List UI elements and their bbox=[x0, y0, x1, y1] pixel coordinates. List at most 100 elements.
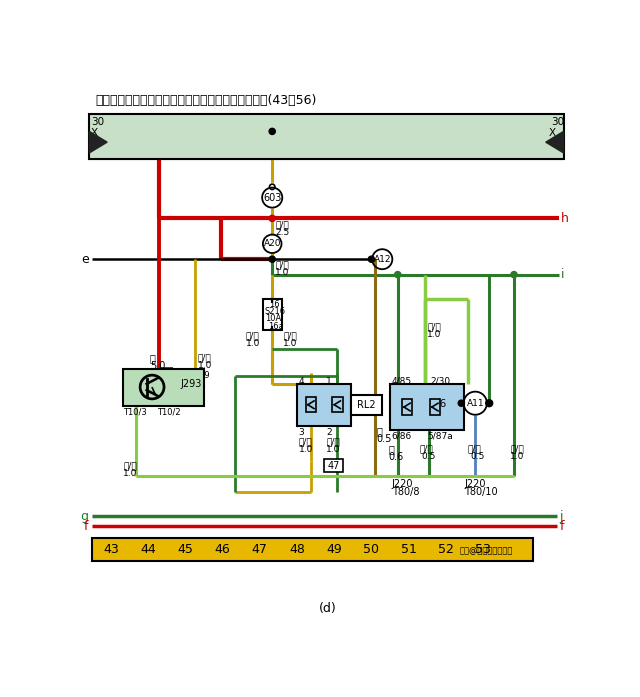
Text: 散热风扇控制器、压缩机切断继电器、空调组合开关(43～56): 散热风扇控制器、压缩机切断继电器、空调组合开关(43～56) bbox=[95, 94, 317, 107]
Text: 44: 44 bbox=[140, 543, 156, 556]
Text: 绿/黄: 绿/黄 bbox=[510, 444, 524, 453]
Circle shape bbox=[269, 256, 275, 262]
Circle shape bbox=[269, 128, 275, 135]
Text: 43: 43 bbox=[103, 543, 119, 556]
Text: J220: J220 bbox=[392, 480, 413, 489]
Text: 1.0: 1.0 bbox=[246, 339, 260, 348]
Text: 棕: 棕 bbox=[377, 427, 383, 436]
Text: 5.0: 5.0 bbox=[150, 361, 165, 371]
Text: 黑/黄: 黑/黄 bbox=[198, 353, 212, 362]
Circle shape bbox=[269, 183, 276, 190]
Text: 0.6: 0.6 bbox=[388, 452, 404, 461]
FancyBboxPatch shape bbox=[263, 299, 282, 330]
Text: 30: 30 bbox=[91, 117, 104, 127]
Text: 头条@汽修技师众微联: 头条@汽修技师众微联 bbox=[460, 546, 513, 556]
Circle shape bbox=[458, 400, 465, 406]
Text: 黑/黄: 黑/黄 bbox=[275, 261, 289, 270]
Text: J220: J220 bbox=[465, 480, 486, 489]
Text: f: f bbox=[84, 520, 88, 533]
Text: T4/4: T4/4 bbox=[161, 370, 180, 379]
Text: 1.0: 1.0 bbox=[275, 268, 290, 277]
FancyBboxPatch shape bbox=[297, 384, 351, 427]
Text: T10/2: T10/2 bbox=[157, 408, 181, 417]
Text: 10A: 10A bbox=[265, 314, 282, 323]
FancyBboxPatch shape bbox=[324, 459, 343, 472]
Text: X: X bbox=[548, 128, 556, 137]
FancyBboxPatch shape bbox=[390, 384, 463, 430]
Text: T10/3: T10/3 bbox=[124, 408, 147, 417]
FancyBboxPatch shape bbox=[402, 399, 412, 415]
Text: 0.5: 0.5 bbox=[377, 434, 392, 444]
Text: 5/87a: 5/87a bbox=[428, 431, 453, 441]
Text: 45: 45 bbox=[177, 543, 193, 556]
Text: j: j bbox=[560, 510, 563, 523]
Polygon shape bbox=[90, 131, 107, 153]
Text: 6/86: 6/86 bbox=[392, 431, 412, 441]
Text: 绿/黑: 绿/黑 bbox=[419, 444, 433, 453]
Text: 48: 48 bbox=[289, 543, 305, 556]
Text: i: i bbox=[561, 268, 564, 281]
Text: T80/10: T80/10 bbox=[465, 487, 498, 497]
Text: 16a: 16a bbox=[268, 321, 284, 330]
Text: T80/8: T80/8 bbox=[392, 487, 419, 497]
Text: J293: J293 bbox=[180, 379, 202, 389]
Text: f: f bbox=[560, 520, 564, 533]
Text: 30: 30 bbox=[551, 117, 564, 127]
Text: X: X bbox=[91, 128, 98, 137]
Text: 47: 47 bbox=[327, 461, 340, 470]
Circle shape bbox=[269, 215, 275, 222]
Circle shape bbox=[486, 399, 493, 406]
Text: 绿/黄: 绿/黄 bbox=[428, 322, 441, 331]
Text: S216: S216 bbox=[264, 307, 285, 316]
Text: 0.5: 0.5 bbox=[470, 452, 485, 461]
Text: h: h bbox=[561, 212, 569, 225]
Text: 绿/灰: 绿/灰 bbox=[283, 332, 297, 341]
Text: 4: 4 bbox=[298, 377, 304, 386]
Text: 2/30: 2/30 bbox=[430, 376, 451, 385]
Text: 1.0: 1.0 bbox=[198, 361, 212, 370]
Text: 1: 1 bbox=[326, 377, 332, 386]
Text: g: g bbox=[81, 510, 88, 523]
Text: 50: 50 bbox=[364, 543, 380, 556]
Text: J26: J26 bbox=[430, 399, 447, 409]
Text: 2.5: 2.5 bbox=[275, 229, 289, 238]
Text: 47: 47 bbox=[252, 543, 268, 556]
Text: A20: A20 bbox=[264, 239, 281, 248]
FancyBboxPatch shape bbox=[123, 369, 204, 406]
Text: 黑/黄: 黑/黄 bbox=[275, 221, 289, 230]
Text: 3: 3 bbox=[298, 428, 304, 437]
Text: 46: 46 bbox=[215, 543, 230, 556]
Text: 0.5: 0.5 bbox=[421, 452, 435, 461]
FancyBboxPatch shape bbox=[90, 114, 564, 159]
Text: T10/9: T10/9 bbox=[186, 370, 210, 379]
Text: 黑/绿: 黑/绿 bbox=[298, 437, 312, 446]
Text: 52: 52 bbox=[438, 543, 454, 556]
FancyBboxPatch shape bbox=[351, 395, 382, 415]
Text: 黑/黄: 黑/黄 bbox=[246, 332, 260, 341]
Text: 1.0: 1.0 bbox=[283, 339, 298, 348]
Text: 1.0: 1.0 bbox=[510, 452, 525, 461]
Text: 1.0: 1.0 bbox=[428, 330, 442, 339]
Text: 4/85: 4/85 bbox=[392, 376, 412, 385]
Text: A12: A12 bbox=[374, 254, 391, 263]
FancyBboxPatch shape bbox=[305, 397, 316, 413]
Text: e: e bbox=[81, 253, 88, 266]
Text: 绿: 绿 bbox=[388, 444, 394, 454]
Text: 2: 2 bbox=[326, 428, 332, 437]
Text: F129: F129 bbox=[353, 397, 377, 406]
Text: 603: 603 bbox=[263, 192, 282, 203]
Text: 16: 16 bbox=[269, 300, 280, 309]
Text: RL2: RL2 bbox=[357, 400, 376, 410]
Text: 53: 53 bbox=[475, 543, 491, 556]
FancyBboxPatch shape bbox=[429, 399, 440, 415]
FancyBboxPatch shape bbox=[92, 538, 533, 561]
Circle shape bbox=[368, 256, 374, 262]
Polygon shape bbox=[546, 131, 564, 153]
Text: 蓝/红: 蓝/红 bbox=[467, 444, 481, 453]
Circle shape bbox=[511, 272, 517, 277]
Text: 红: 红 bbox=[150, 353, 156, 363]
Text: 1.0: 1.0 bbox=[124, 468, 138, 477]
Text: 绿/白: 绿/白 bbox=[326, 437, 340, 446]
Text: 51: 51 bbox=[401, 543, 417, 556]
Text: (d): (d) bbox=[319, 602, 337, 615]
